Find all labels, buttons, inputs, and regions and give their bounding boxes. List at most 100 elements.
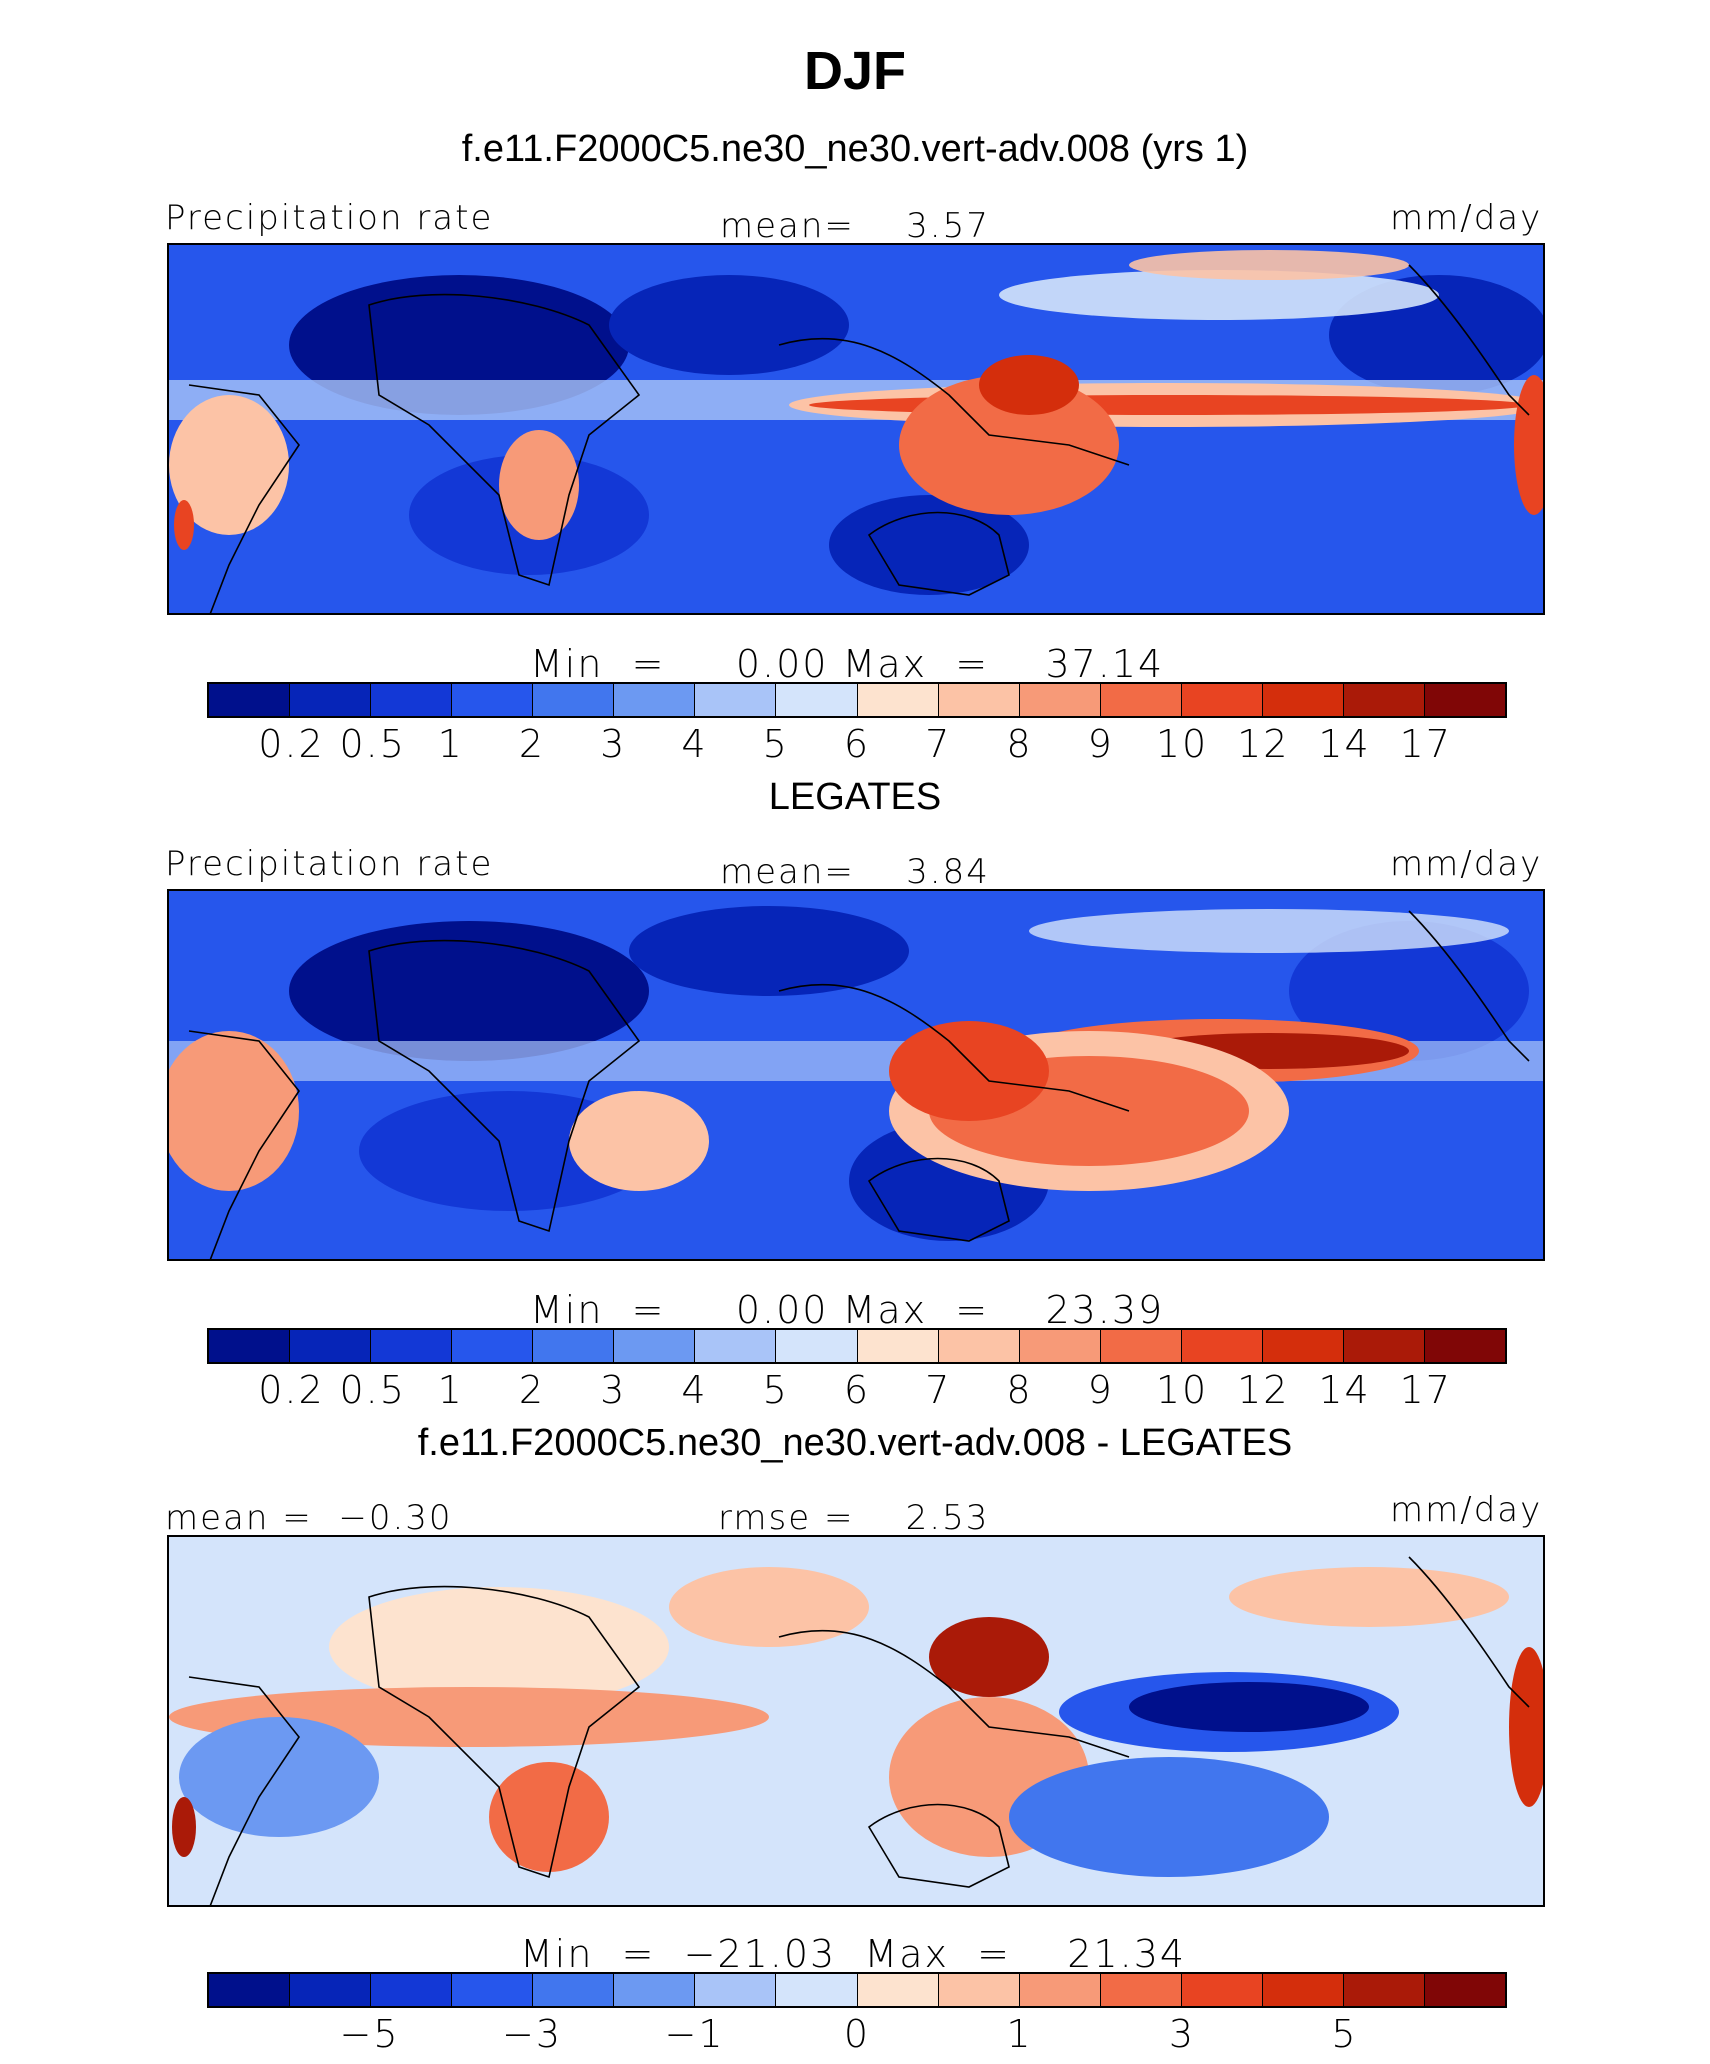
colorbar-tick-label: 2 — [518, 1368, 546, 1412]
colorbar-tick-label: 12 — [1237, 1368, 1290, 1412]
colorbar-tick-label: 5 — [762, 722, 789, 766]
colorbar-swatch — [614, 1974, 696, 2006]
colorbar-tick-label: 0.2 — [258, 722, 325, 766]
colorbar-swatch — [857, 1330, 939, 1362]
colorbar-tick-label: 0.2 — [258, 1368, 325, 1412]
panel-3-map-field — [169, 1537, 1543, 1905]
colorbar-swatch — [1100, 1974, 1182, 2006]
colorbar-tick-label: 9 — [1087, 722, 1114, 766]
panel-1-colorbar — [207, 682, 1507, 718]
panel-2-min-label: Min — [530, 1288, 604, 1332]
colorbar-swatch — [1262, 1330, 1344, 1362]
colorbar-swatch — [1019, 1974, 1101, 2006]
colorbar-swatch — [695, 1330, 777, 1362]
colorbar-tick-label: −1 — [664, 2012, 725, 2056]
colorbar-tick-label: 4 — [681, 722, 708, 766]
panel-2-mean-label: mean= 3.84 — [720, 852, 990, 892]
colorbar-tick-label: 3 — [1168, 2012, 1196, 2056]
panel-3-map — [167, 1535, 1545, 1907]
panel-3-minmax: Min = −21.03 Max = 21.34 — [520, 1932, 1187, 1976]
panel-2-variable-label: Precipitation rate — [165, 844, 494, 884]
colorbar-swatch — [1019, 1330, 1101, 1362]
colorbar-swatch — [533, 1330, 615, 1362]
colorbar-swatch — [1343, 1330, 1425, 1362]
colorbar-swatch — [290, 1974, 372, 2006]
colorbar-tick-label: 0.5 — [339, 1368, 406, 1412]
colorbar-swatch — [1424, 1330, 1505, 1362]
colorbar-swatch — [1181, 1330, 1263, 1362]
panel-1-max-value: 37.14 — [1045, 642, 1165, 686]
panel-2-subtitle: LEGATES — [768, 776, 942, 818]
panel-3-subtitle: f.e11.F2000C5.ne30_ne30.vert-adv.008 - L… — [417, 1422, 1293, 1464]
panel-1-mean-label: mean= 3.57 — [720, 206, 990, 246]
colorbar-tick-label: 1 — [437, 722, 464, 766]
colorbar-swatch — [695, 1974, 777, 2006]
colorbar-tick-label: 10 — [1155, 722, 1209, 766]
colorbar-swatch — [290, 684, 372, 716]
colorbar-swatch — [209, 684, 291, 716]
panel-1-colorbar-ticks: 0.2 0.5 1 2 3 4 5 6 7 8 9 10 12 14 17 — [207, 722, 1507, 766]
colorbar-tick-label: 7 — [925, 722, 952, 766]
panel-3-max-label: Max — [864, 1932, 949, 1976]
panel-1-variable-label: Precipitation rate — [165, 198, 494, 238]
colorbar-tick-label: 9 — [1087, 1368, 1114, 1412]
colorbar-swatch — [695, 684, 777, 716]
panel-1-units-label: mm/day — [1390, 198, 1543, 238]
colorbar-tick-label: 14 — [1318, 1368, 1371, 1412]
colorbar-swatch — [209, 1330, 291, 1362]
colorbar-tick-label: 1 — [437, 1368, 464, 1412]
colorbar-tick-label: 3 — [600, 722, 627, 766]
panel-1-subtitle: f.e11.F2000C5.ne30_ne30.vert-adv.008 (yr… — [461, 128, 1249, 170]
colorbar-tick-label: 5 — [762, 1368, 789, 1412]
colorbar-swatch — [533, 684, 615, 716]
colorbar-tick-label: 17 — [1399, 722, 1452, 766]
colorbar-swatch — [776, 1974, 858, 2006]
colorbar-swatch — [857, 1974, 939, 2006]
panel-3-mean-label: mean = −0.30 — [165, 1498, 453, 1538]
colorbar-swatch — [1019, 684, 1101, 716]
colorbar-tick-label: −5 — [339, 2012, 400, 2056]
panel-2-max-value: 23.39 — [1045, 1288, 1165, 1332]
panel-2-map-field — [169, 891, 1543, 1259]
colorbar-swatch — [938, 1330, 1020, 1362]
colorbar-swatch — [1424, 684, 1505, 716]
colorbar-swatch — [938, 1974, 1020, 2006]
colorbar-tick-label: 0.5 — [339, 722, 406, 766]
colorbar-swatch — [452, 1330, 534, 1362]
panel-1-min-label: Min — [530, 642, 604, 686]
colorbar-swatch — [371, 1974, 453, 2006]
panel-2-colorbar-ticks: 0.2 0.5 1 2 3 4 5 6 7 8 9 10 12 14 17 — [207, 1368, 1507, 1412]
colorbar-swatch — [371, 684, 453, 716]
panel-2-units-label: mm/day — [1390, 844, 1543, 884]
colorbar-swatch — [1343, 684, 1425, 716]
colorbar-tick-label: 0 — [843, 2012, 871, 2056]
colorbar-swatch — [290, 1330, 372, 1362]
figure-title: DJF — [803, 41, 906, 101]
colorbar-tick-label: 5 — [1331, 2012, 1358, 2056]
panel-2-min-value: 0.00 — [735, 1288, 829, 1332]
colorbar-swatch — [452, 684, 534, 716]
colorbar-swatch — [533, 1974, 615, 2006]
colorbar-tick-label: −3 — [502, 2012, 563, 2056]
panel-3-min-value: −21.03 — [683, 1932, 837, 1976]
colorbar-tick-label: 10 — [1155, 1368, 1209, 1412]
colorbar-swatch — [776, 1330, 858, 1362]
colorbar-swatch — [857, 684, 939, 716]
panel-1-map-field — [169, 245, 1543, 613]
colorbar-tick-label: 7 — [925, 1368, 952, 1412]
colorbar-tick-label: 12 — [1237, 722, 1290, 766]
colorbar-swatch — [1181, 1974, 1263, 2006]
colorbar-tick-label: 4 — [681, 1368, 708, 1412]
panel-2-minmax: Min = 0.00 Max = 23.39 — [530, 1288, 1165, 1332]
colorbar-swatch — [371, 1330, 453, 1362]
panel-3-rmse-label: rmse = 2.53 — [718, 1498, 990, 1538]
colorbar-swatch — [1100, 684, 1182, 716]
colorbar-tick-label: 8 — [1006, 722, 1033, 766]
colorbar-swatch — [452, 1974, 534, 2006]
panel-1-minmax: Min = 0.00 Max = 37.14 — [530, 642, 1165, 686]
colorbar-swatch — [1343, 1974, 1425, 2006]
colorbar-tick-label: 2 — [518, 722, 546, 766]
panel-3-max-value: 21.34 — [1067, 1932, 1187, 1976]
panel-3-colorbar — [207, 1972, 1507, 2008]
colorbar-swatch — [1100, 1330, 1182, 1362]
